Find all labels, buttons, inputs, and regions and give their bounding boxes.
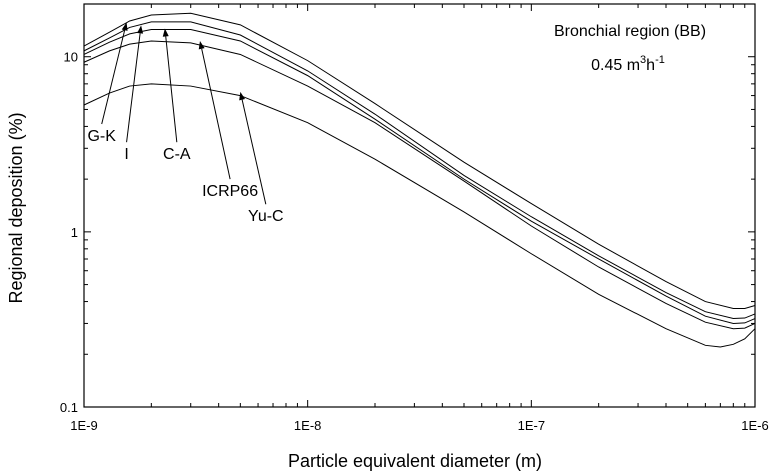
arrow-line-g-k — [101, 30, 126, 125]
arrow-head-g-k — [121, 22, 128, 31]
series-line-yu-c — [83, 83, 756, 348]
series-label-yu-c: Yu-C — [248, 208, 284, 225]
arrow-head-yu-c — [239, 91, 246, 101]
condition-unit-h: h — [646, 57, 655, 74]
series-line-i — [83, 21, 756, 320]
arrow-head-c-a — [162, 28, 169, 37]
x-tick-label: 1E-7 — [518, 418, 545, 433]
annotation-title: Bronchial region (BB) — [554, 23, 706, 40]
series-label-i: I — [124, 146, 128, 163]
y-tick-label: 1 — [71, 225, 78, 240]
axes: 1E-9 1E-8 1E-7 1E-6 0.1 1 10 — [60, 3, 769, 433]
arrow-line-icrp66 — [201, 48, 231, 180]
series-line-g-k — [83, 12, 756, 310]
condition-sup-1: 3 — [640, 54, 646, 66]
curves — [83, 12, 756, 348]
annotation-condition: 0.45 m3h-1 — [591, 54, 665, 74]
plot-frame — [83, 3, 756, 408]
series-labels: G-K I C-A ICRP66 Yu-C — [87, 22, 284, 225]
arrow-head-i — [137, 25, 144, 34]
y-tick-label: 10 — [64, 50, 78, 65]
annotation-box: Bronchial region (BB) 0.45 m3h-1 — [554, 23, 706, 74]
series-label-g-k: G-K — [87, 128, 116, 145]
arrow-line-yu-c — [241, 99, 267, 205]
arrow-line-c-a — [165, 36, 178, 143]
series-label-icrp66: ICRP66 — [202, 183, 258, 200]
x-tick-label: 1E-6 — [741, 418, 768, 433]
x-axis-title: Particle equivalent diameter (m) — [288, 451, 542, 471]
arrow-head-icrp66 — [198, 40, 205, 50]
x-tick-label: 1E-8 — [294, 418, 321, 433]
condition-value: 0.45 m — [591, 57, 640, 74]
arrow-line-i — [126, 33, 141, 143]
condition-sup-2: -1 — [655, 54, 665, 66]
series-line-icrp66 — [83, 40, 756, 330]
series-label-c-a: C-A — [163, 146, 191, 163]
x-tick-label: 1E-9 — [70, 418, 97, 433]
y-axis-title: Regional deposition (%) — [6, 112, 26, 303]
y-tick-label: 0.1 — [60, 400, 78, 415]
